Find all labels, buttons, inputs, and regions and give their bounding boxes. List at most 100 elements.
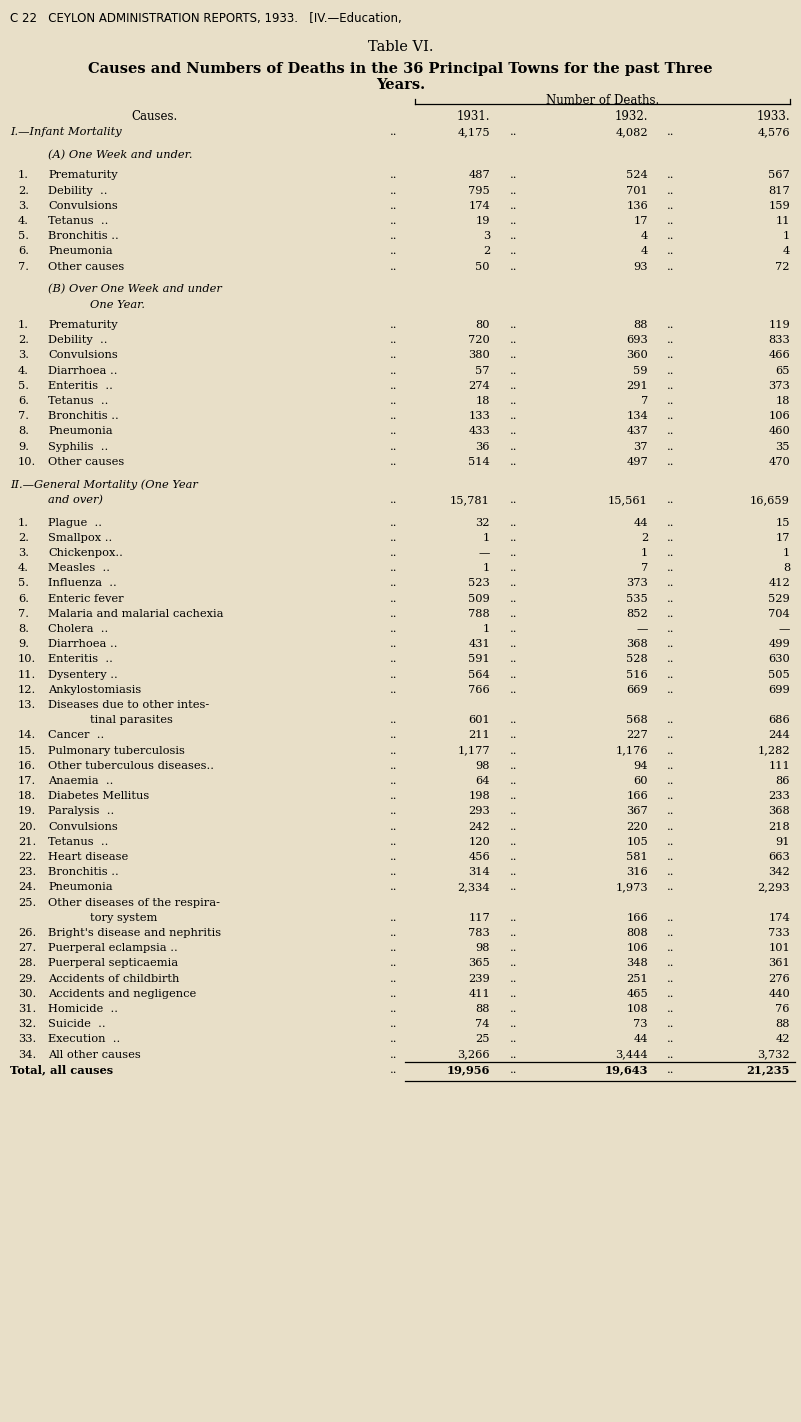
Text: 1.: 1.	[18, 171, 29, 181]
Text: Other causes: Other causes	[48, 262, 124, 272]
Text: 524: 524	[626, 171, 648, 181]
Text: 733: 733	[768, 929, 790, 939]
Text: 8.: 8.	[18, 624, 29, 634]
Text: 30.: 30.	[18, 988, 36, 998]
Text: Anaemia  ..: Anaemia ..	[48, 776, 114, 786]
Text: ..: ..	[510, 397, 517, 407]
Text: 1: 1	[483, 533, 490, 543]
Text: 412: 412	[768, 579, 790, 589]
Text: 1,973: 1,973	[615, 883, 648, 893]
Text: ..: ..	[667, 232, 674, 242]
Text: ..: ..	[390, 806, 397, 816]
Text: 44: 44	[634, 1034, 648, 1044]
Text: 1,177: 1,177	[457, 745, 490, 755]
Text: ..: ..	[390, 495, 397, 505]
Text: ..: ..	[390, 427, 397, 437]
Text: ..: ..	[510, 654, 517, 664]
Text: Cancer  ..: Cancer ..	[48, 731, 104, 741]
Text: ..: ..	[667, 670, 674, 680]
Text: ..: ..	[390, 867, 397, 877]
Text: 10.: 10.	[18, 654, 36, 664]
Text: 3,266: 3,266	[457, 1049, 490, 1059]
Text: ..: ..	[510, 232, 517, 242]
Text: 88: 88	[775, 1020, 790, 1030]
Text: 1.: 1.	[18, 518, 29, 528]
Text: 32: 32	[476, 518, 490, 528]
Text: 93: 93	[634, 262, 648, 272]
Text: ..: ..	[667, 1049, 674, 1059]
Text: 2,293: 2,293	[758, 883, 790, 893]
Text: 16.: 16.	[18, 761, 36, 771]
Text: 10.: 10.	[18, 456, 36, 466]
Text: ..: ..	[510, 365, 517, 375]
Text: 4.: 4.	[18, 216, 29, 226]
Text: 368: 368	[768, 806, 790, 816]
Text: ..: ..	[390, 745, 397, 755]
Text: 50: 50	[476, 262, 490, 272]
Text: 361: 361	[768, 958, 790, 968]
Text: 316: 316	[626, 867, 648, 877]
Text: 293: 293	[469, 806, 490, 816]
Text: ..: ..	[390, 381, 397, 391]
Text: ..: ..	[510, 216, 517, 226]
Text: 693: 693	[626, 336, 648, 346]
Text: ..: ..	[667, 411, 674, 421]
Text: 783: 783	[469, 929, 490, 939]
Text: ..: ..	[510, 1049, 517, 1059]
Text: ..: ..	[510, 547, 517, 557]
Text: 11: 11	[775, 216, 790, 226]
Text: ..: ..	[390, 715, 397, 725]
Text: 7: 7	[641, 397, 648, 407]
Text: Total, all causes: Total, all causes	[10, 1065, 113, 1076]
Text: ..: ..	[510, 776, 517, 786]
Text: ..: ..	[510, 171, 517, 181]
Text: 1.: 1.	[18, 320, 29, 330]
Text: ..: ..	[510, 974, 517, 984]
Text: 15,781: 15,781	[450, 495, 490, 505]
Text: ..: ..	[390, 262, 397, 272]
Text: 26.: 26.	[18, 929, 36, 939]
Text: ..: ..	[667, 201, 674, 210]
Text: ..: ..	[390, 547, 397, 557]
Text: ..: ..	[390, 958, 397, 968]
Text: 440: 440	[768, 988, 790, 998]
Text: Bronchitis ..: Bronchitis ..	[48, 411, 119, 421]
Text: 3,732: 3,732	[758, 1049, 790, 1059]
Text: ..: ..	[667, 974, 674, 984]
Text: ..: ..	[667, 397, 674, 407]
Text: Execution  ..: Execution ..	[48, 1034, 120, 1044]
Text: ..: ..	[510, 336, 517, 346]
Text: 133: 133	[469, 411, 490, 421]
Text: ..: ..	[510, 806, 517, 816]
Text: ..: ..	[390, 974, 397, 984]
Text: 701: 701	[626, 185, 648, 195]
Text: 36: 36	[476, 442, 490, 452]
Text: 44: 44	[634, 518, 648, 528]
Text: 91: 91	[775, 836, 790, 848]
Text: ..: ..	[667, 654, 674, 664]
Text: 117: 117	[469, 913, 490, 923]
Text: ..: ..	[390, 593, 397, 604]
Text: ..: ..	[390, 776, 397, 786]
Text: Malaria and malarial cachexia: Malaria and malarial cachexia	[48, 609, 223, 619]
Text: ..: ..	[667, 791, 674, 801]
Text: Enteritis  ..: Enteritis ..	[48, 381, 113, 391]
Text: Table VI.: Table VI.	[368, 40, 433, 54]
Text: ..: ..	[667, 822, 674, 832]
Text: 60: 60	[634, 776, 648, 786]
Text: 59: 59	[634, 365, 648, 375]
Text: ..: ..	[667, 547, 674, 557]
Text: ..: ..	[667, 246, 674, 256]
Text: 22.: 22.	[18, 852, 36, 862]
Text: 276: 276	[768, 974, 790, 984]
Text: ..: ..	[390, 518, 397, 528]
Text: ..: ..	[510, 579, 517, 589]
Text: ..: ..	[390, 365, 397, 375]
Text: Debility  ..: Debility ..	[48, 336, 107, 346]
Text: Causes.: Causes.	[132, 109, 178, 122]
Text: Causes and Numbers of Deaths in the 36 Principal Towns for the past Three: Causes and Numbers of Deaths in the 36 P…	[88, 63, 713, 75]
Text: 1933.: 1933.	[756, 109, 790, 122]
Text: Enteritis  ..: Enteritis ..	[48, 654, 113, 664]
Text: —: —	[637, 624, 648, 634]
Text: 4,175: 4,175	[457, 127, 490, 137]
